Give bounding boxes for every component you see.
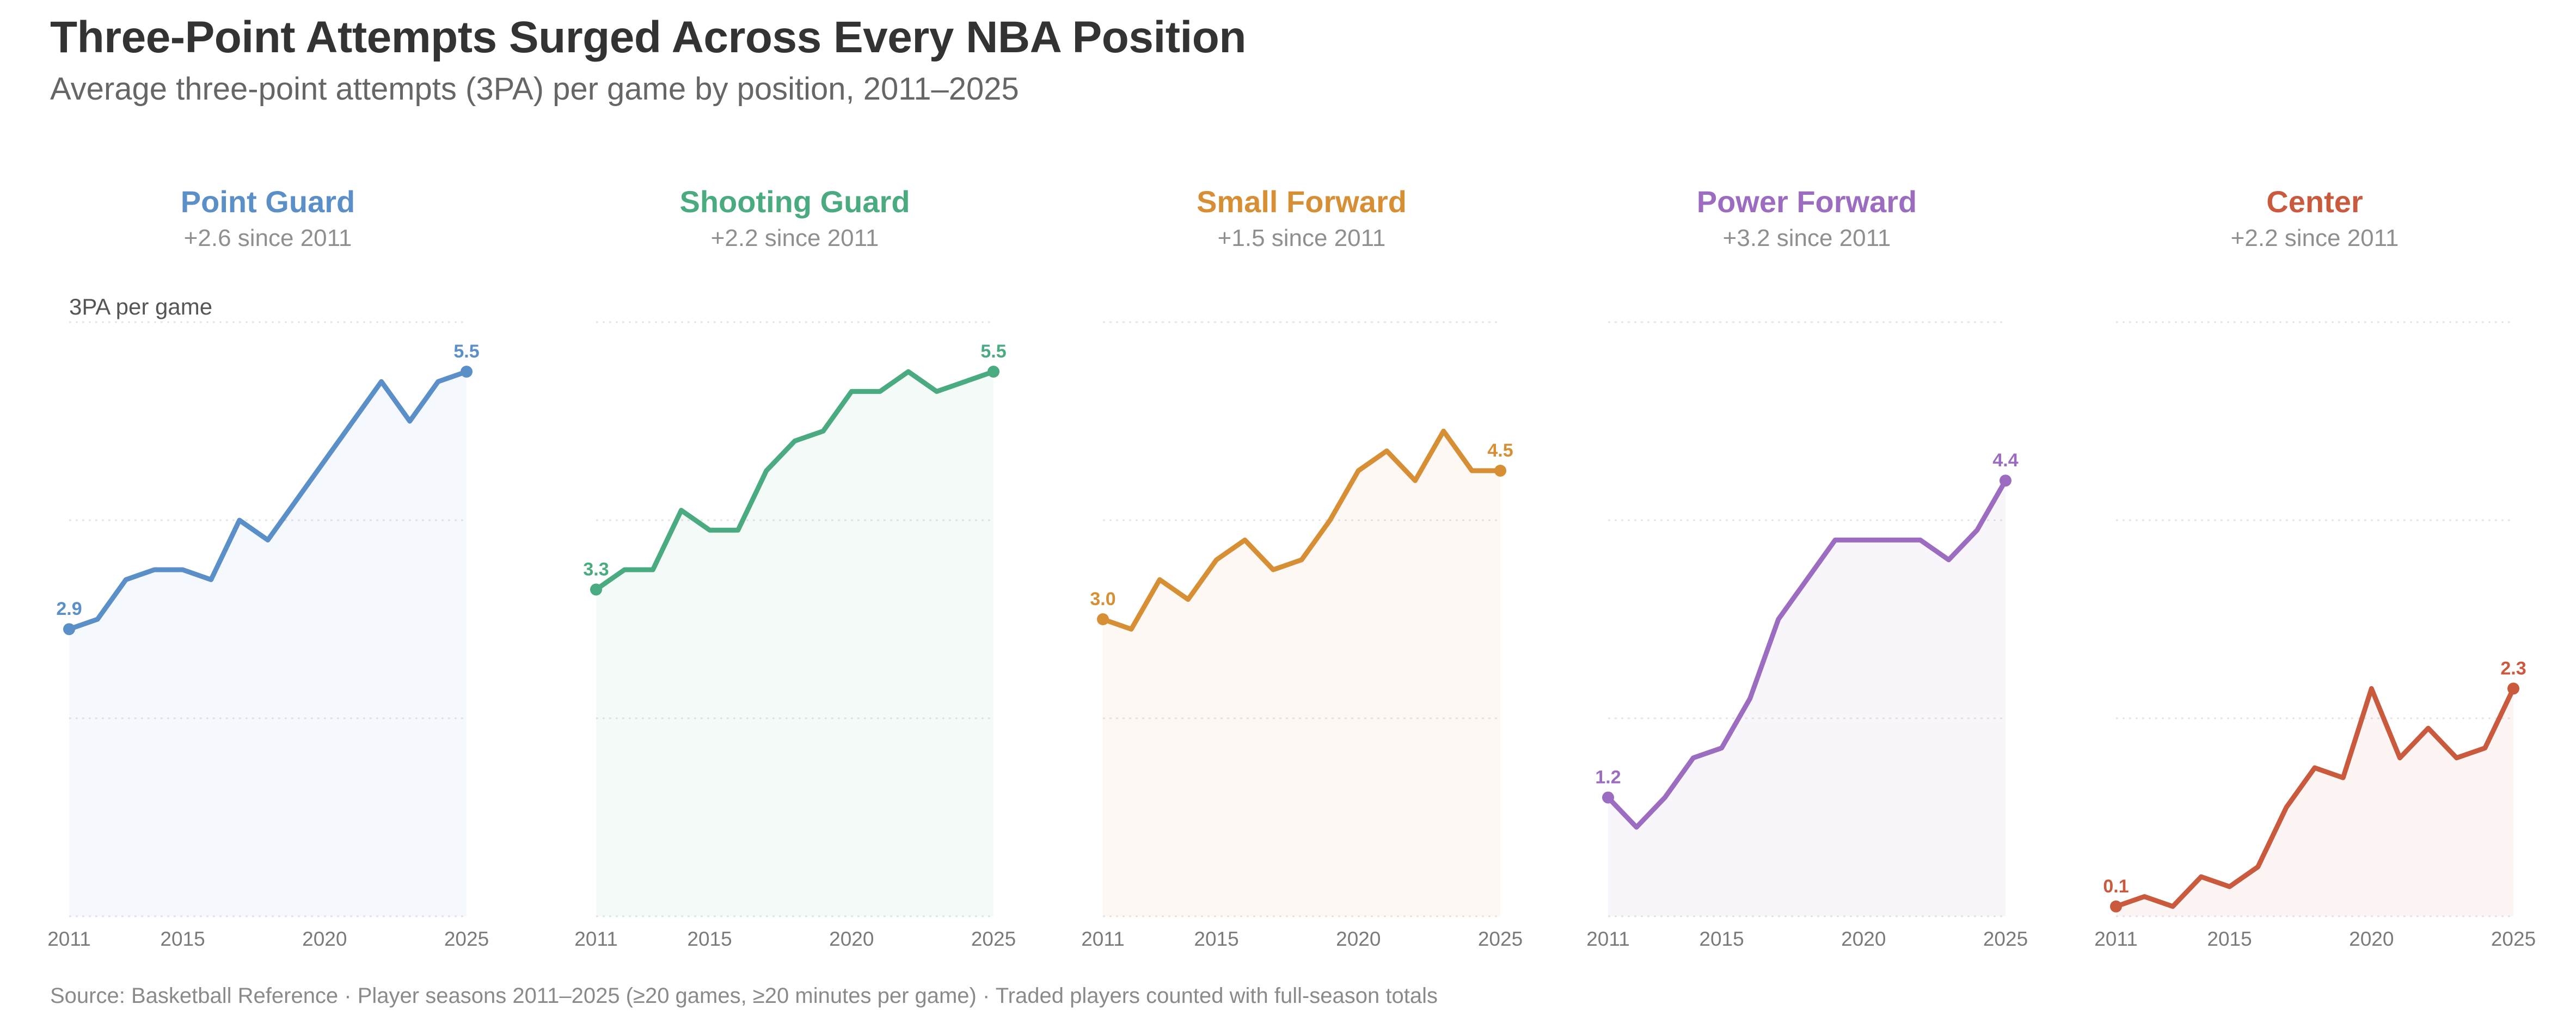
series-area — [69, 372, 467, 916]
x-tick-label: 2020 — [1841, 928, 1886, 950]
panel-title: Center — [2266, 184, 2363, 219]
x-tick-label: 2011 — [1586, 928, 1630, 950]
x-tick-label: 2025 — [971, 928, 1016, 950]
x-tick-label: 2020 — [1336, 928, 1381, 950]
x-tick-label: 2025 — [1983, 928, 2028, 950]
panel-title: Small Forward — [1197, 184, 1407, 219]
x-tick-label: 2011 — [2094, 928, 2138, 950]
start-point — [2110, 900, 2122, 913]
series-area — [596, 372, 993, 916]
panel-title: Power Forward — [1697, 184, 1917, 219]
y-axis-label: 3PA per game — [69, 294, 212, 319]
end-point — [988, 366, 999, 378]
end-value-label: 5.5 — [453, 341, 479, 362]
start-point — [1097, 613, 1109, 625]
x-tick-label: 2015 — [1194, 928, 1238, 950]
panel-change-since-2011: +3.2 since 2011 — [1723, 225, 1891, 251]
x-tick-label: 2011 — [574, 928, 618, 950]
end-value-label: 2.3 — [2500, 658, 2526, 679]
series-line — [1100, 428, 1503, 632]
panel-power-forward: Power Forward +3.2 since 2011 1.2 4.4 2011 20… — [1586, 184, 2028, 950]
series-line — [66, 369, 469, 632]
series-line — [2113, 686, 2516, 909]
start-value-label: 2.9 — [56, 599, 82, 619]
start-value-label: 1.2 — [1595, 767, 1621, 788]
start-value-label: 3.3 — [583, 559, 609, 580]
chart-subtitle: Average three-point attempts (3PA) per g… — [50, 71, 1019, 107]
x-tick-label: 2011 — [47, 928, 91, 950]
end-point — [2000, 475, 2011, 487]
end-point — [461, 366, 473, 378]
chart-title: Three-Point Attempts Surged Across Every… — [50, 13, 1247, 62]
panel-change-since-2011: +2.2 since 2011 — [711, 225, 879, 251]
x-tick-label: 2015 — [2207, 928, 2252, 950]
start-value-label: 3.0 — [1090, 589, 1115, 609]
series-area — [1103, 431, 1500, 916]
x-tick-label: 2015 — [1699, 928, 1744, 950]
end-point — [1494, 465, 1506, 477]
start-point — [590, 583, 602, 596]
panel-change-since-2011: +1.5 since 2011 — [1218, 225, 1386, 251]
x-tick-label: 2015 — [160, 928, 205, 950]
panel-small-forward: Small Forward +1.5 since 2011 3.0 4.5 2011 20… — [1081, 184, 1523, 950]
panel-title: Shooting Guard — [679, 184, 910, 219]
source-note: Source: Basketball Reference · Player se… — [50, 984, 1438, 1008]
panel-center: Center +2.2 since 2011 0.1 2.3 2011 2015 2020 2… — [2094, 184, 2536, 950]
series-line — [593, 369, 996, 592]
series-area — [1608, 480, 2005, 916]
panel-shooting-guard: Shooting Guard +2.2 since 2011 3.3 5.5 2011 2… — [574, 184, 1016, 950]
x-tick-label: 2025 — [444, 928, 489, 950]
x-tick-label: 2025 — [2491, 928, 2536, 950]
series-line — [1605, 478, 2008, 830]
x-tick-label: 2020 — [829, 928, 874, 950]
panel-title: Point Guard — [181, 184, 355, 219]
start-point — [1602, 791, 1614, 804]
panel-change-since-2011: +2.6 since 2011 — [184, 225, 352, 251]
x-tick-label: 2011 — [1081, 928, 1125, 950]
x-tick-label: 2015 — [687, 928, 732, 950]
x-tick-label: 2020 — [2349, 928, 2394, 950]
end-value-label: 4.4 — [1992, 450, 2018, 471]
x-tick-label: 2025 — [1478, 928, 1523, 950]
end-point — [2507, 682, 2519, 695]
x-tick-label: 2020 — [302, 928, 347, 950]
start-point — [63, 623, 75, 636]
end-value-label: 5.5 — [980, 341, 1006, 362]
panel-point-guard: Point Guard +2.6 since 2011 2.9 5.5 2011 2015… — [47, 184, 489, 950]
series-area — [2116, 688, 2513, 916]
start-value-label: 0.1 — [2103, 876, 2129, 897]
panel-change-since-2011: +2.2 since 2011 — [2231, 225, 2399, 251]
end-value-label: 4.5 — [1487, 440, 1513, 461]
